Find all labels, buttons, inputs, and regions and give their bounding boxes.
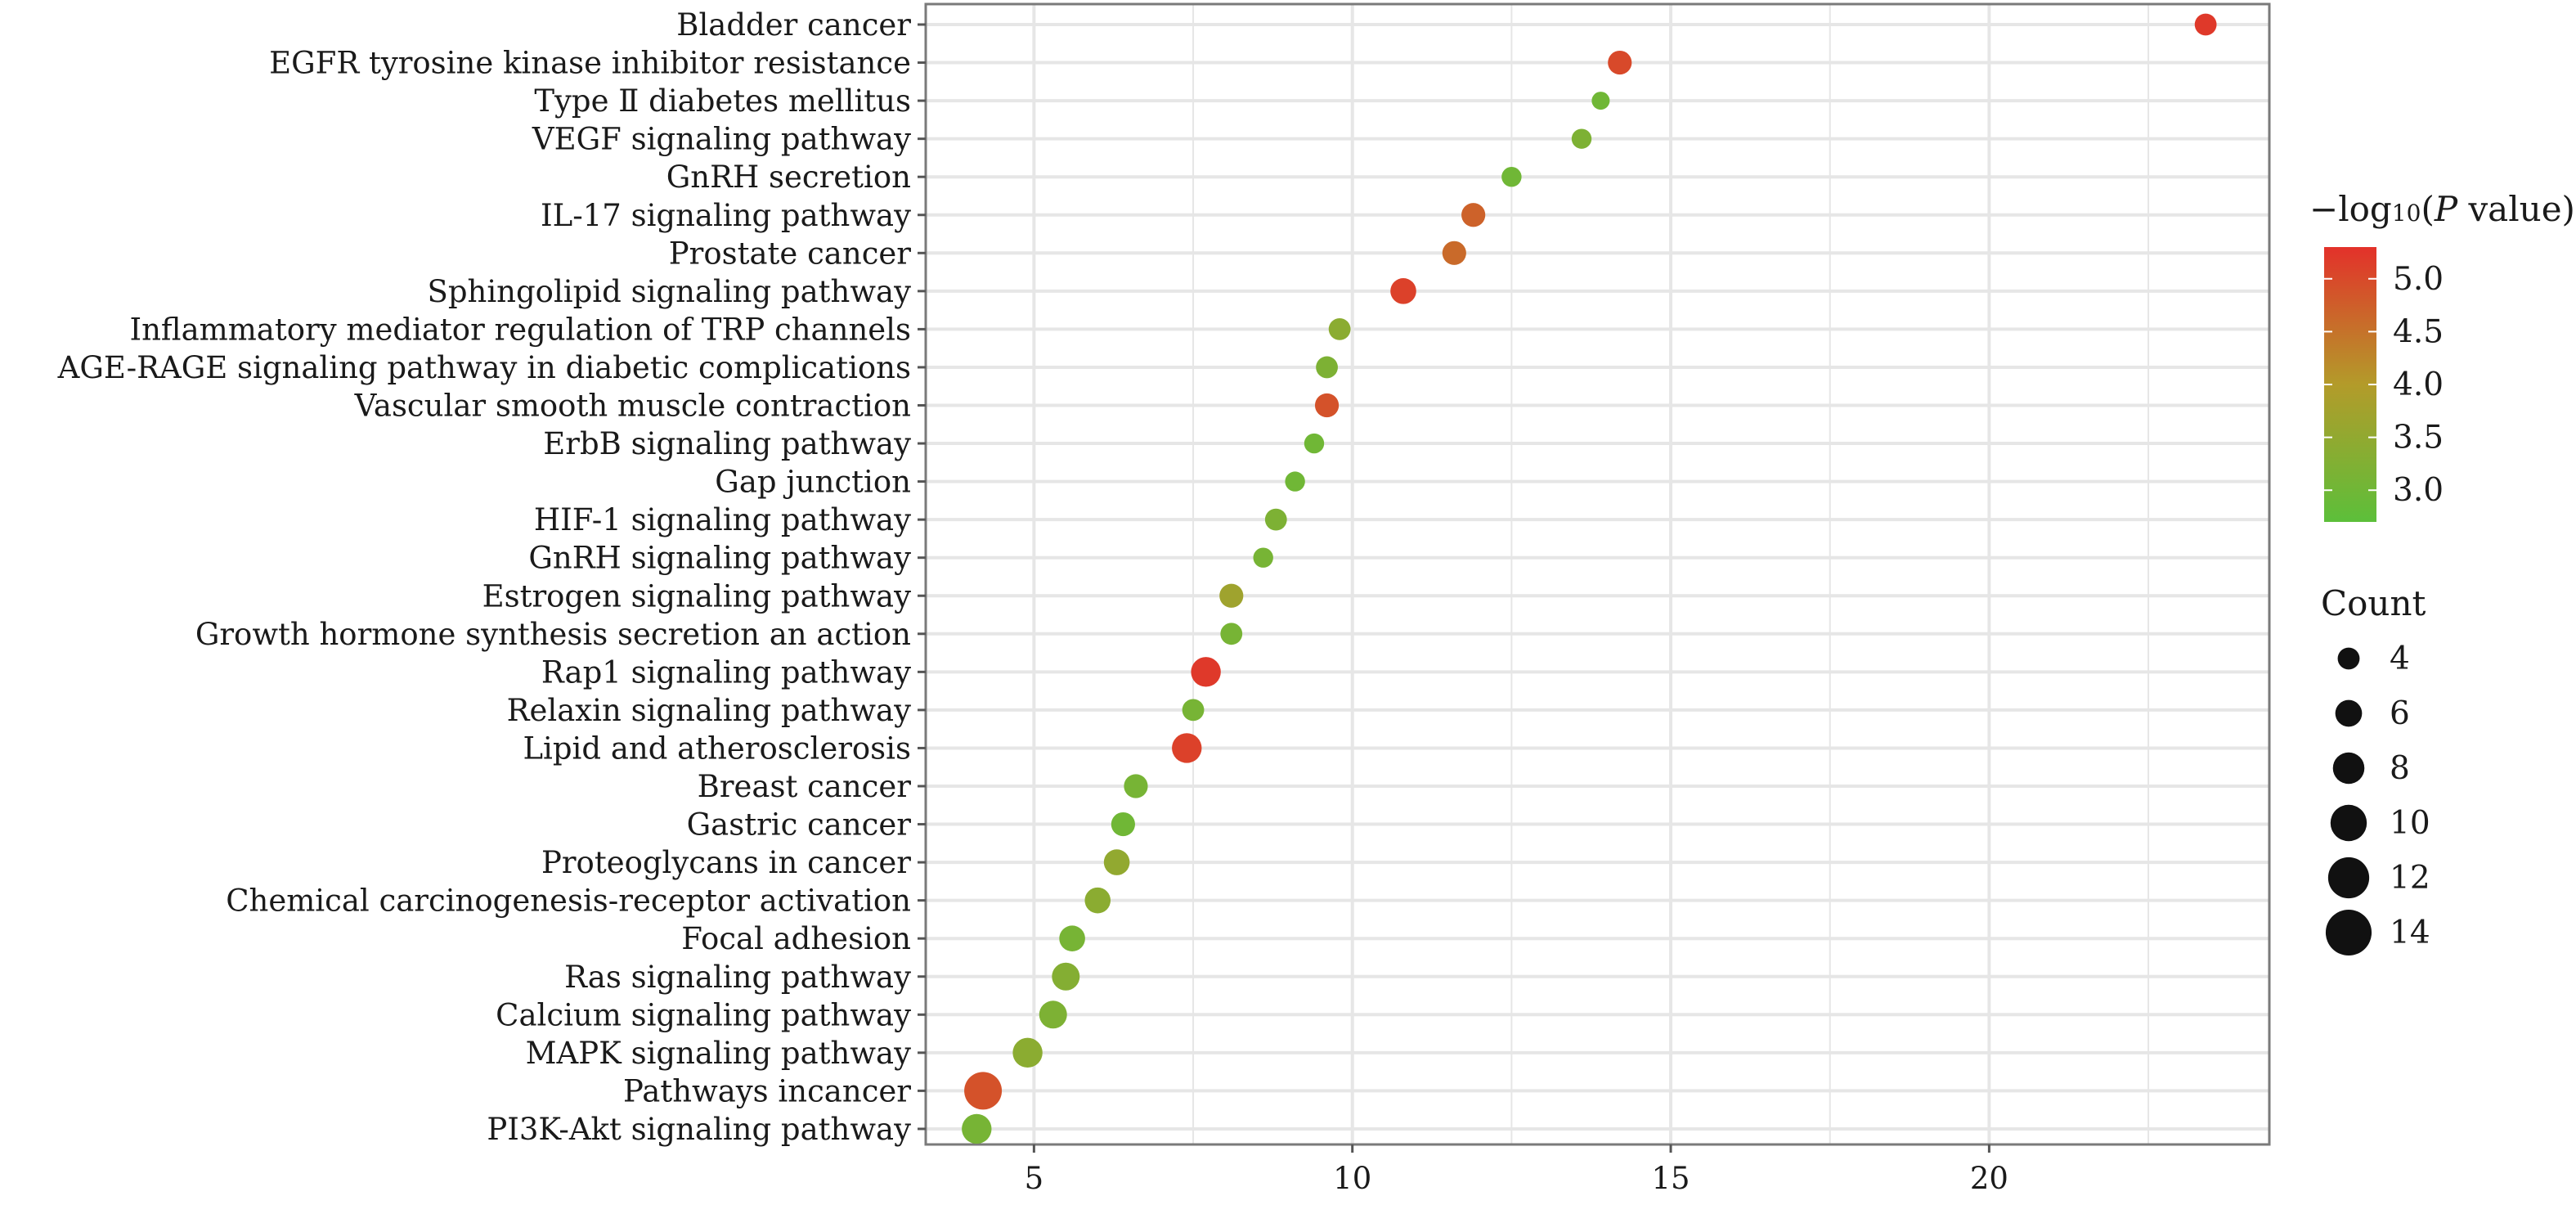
y-tick-label: Bladder cancer: [676, 7, 911, 43]
size-legend-label: 14: [2390, 915, 2430, 951]
data-point: [1084, 887, 1111, 914]
y-tick-label: Ras signaling pathway: [564, 960, 911, 995]
y-tick-label: PI3K-Akt signaling pathway: [487, 1112, 911, 1147]
size-legend-label: 6: [2390, 695, 2410, 732]
data-point: [1172, 733, 1202, 763]
data-point: [1442, 241, 1466, 265]
y-tick-label: Rap1 signaling pathway: [541, 654, 911, 690]
size-legend-label: 4: [2390, 641, 2410, 677]
y-tick-label: Estrogen signaling pathway: [482, 578, 912, 614]
y-tick-label: Breast cancer: [698, 769, 912, 804]
data-point: [1111, 812, 1135, 837]
color-legend-label: 3.5: [2393, 420, 2444, 456]
data-point: [1461, 203, 1486, 227]
y-tick-label: Gastric cancer: [687, 807, 912, 843]
data-point: [1501, 167, 1522, 187]
size-legend-dot: [2332, 752, 2365, 785]
data-point: [1591, 92, 1610, 110]
size-legend-label: 12: [2390, 860, 2430, 897]
y-tick-label: Prostate cancer: [669, 236, 912, 271]
data-point: [1316, 356, 1338, 379]
y-tick-label: Type Ⅱ diabetes mellitus: [534, 83, 911, 119]
data-point: [1220, 623, 1243, 645]
data-point: [1124, 774, 1148, 798]
y-tick-label: GnRH signaling pathway: [528, 541, 911, 576]
data-point: [1608, 50, 1632, 75]
x-tick-label: 10: [1333, 1161, 1371, 1196]
data-point: [1182, 699, 1205, 722]
data-point: [2194, 13, 2217, 36]
plot-panel-background: [926, 4, 2269, 1144]
y-tick-label: Focal adhesion: [681, 921, 911, 956]
x-tick-label: 15: [1652, 1161, 1690, 1196]
data-point: [1285, 471, 1305, 492]
data-point: [1328, 318, 1351, 340]
y-tick-label: Growth hormone synthesis secretion an ac…: [195, 617, 911, 652]
data-point: [1571, 128, 1592, 149]
size-legend-label: 8: [2390, 750, 2410, 787]
y-tick-label: GnRH secretion: [666, 160, 911, 195]
y-tick-label: Vascular smooth muscle contraction: [354, 389, 911, 424]
color-legend-title-open: (: [2421, 189, 2434, 229]
y-tick-label: Proteoglycans in cancer: [541, 845, 911, 880]
data-point: [1390, 278, 1416, 304]
y-tick-label: AGE-RAGE signaling pathway in diabetic c…: [57, 350, 911, 385]
data-point: [1039, 1000, 1067, 1029]
color-legend-title-var: P: [2434, 189, 2458, 229]
data-point: [1253, 547, 1273, 568]
color-legend-title-rest: value): [2457, 189, 2575, 229]
y-tick-label: ErbB signaling pathway: [543, 426, 911, 461]
y-tick-label: Inflammatory mediator regulation of TRP …: [129, 312, 911, 347]
data-point: [1059, 925, 1085, 951]
size-legend-title: Count: [2321, 583, 2426, 623]
data-point: [1304, 433, 1325, 454]
y-tick-label: Gap junction: [715, 465, 911, 500]
data-point: [1314, 393, 1340, 418]
data-point: [1052, 962, 1080, 991]
data-point: [1191, 657, 1221, 687]
size-legend-dot: [2327, 857, 2370, 899]
size-legend-dot: [2330, 804, 2367, 842]
data-point: [1103, 849, 1130, 875]
size-legend-dot: [2337, 647, 2360, 670]
color-legend-label: 3.0: [2393, 472, 2444, 509]
color-legend-title: −log10(P value): [2309, 189, 2575, 229]
x-tick-label: 20: [1970, 1161, 2008, 1196]
y-tick-label: IL-17 signaling pathway: [541, 198, 911, 233]
data-point: [1219, 583, 1244, 608]
data-point: [1264, 508, 1287, 531]
y-tick-label: MAPK signaling pathway: [526, 1036, 911, 1071]
size-legend-dot: [2335, 699, 2363, 727]
color-legend-label: 5.0: [2393, 261, 2444, 298]
color-legend-title-prefix: −log: [2309, 189, 2392, 229]
color-legend-bar: [2324, 247, 2376, 522]
y-tick-label: Chemical carcinogenesis-receptor activat…: [226, 884, 911, 919]
plot-panel-border: [924, 2, 2271, 1146]
data-point: [964, 1072, 1003, 1110]
color-legend-label: 4.5: [2393, 313, 2444, 350]
y-tick-label: Relaxin signaling pathway: [507, 693, 911, 728]
x-tick-label: 5: [1025, 1161, 1044, 1196]
y-tick-label: HIF-1 signaling pathway: [534, 502, 911, 537]
y-tick-label: Sphingolipid signaling pathway: [427, 274, 911, 309]
y-tick-label: EGFR tyrosine kinase inhibitor resistanc…: [269, 46, 911, 81]
size-legend-label: 10: [2390, 805, 2430, 842]
y-tick-label: Calcium signaling pathway: [496, 997, 911, 1032]
data-point: [1012, 1037, 1043, 1068]
color-legend-title-sub: 10: [2392, 200, 2421, 227]
y-tick-label: Lipid and atherosclerosis: [523, 731, 911, 766]
y-tick-label: Pathways incancer: [623, 1073, 911, 1108]
data-point: [962, 1113, 992, 1144]
color-legend-label: 4.0: [2393, 366, 2444, 403]
y-tick-label: VEGF signaling pathway: [532, 122, 911, 157]
legend-area: −log10(P value)5.04.54.03.53.0Count46810…: [2309, 189, 2575, 956]
size-legend-dot: [2325, 909, 2372, 956]
